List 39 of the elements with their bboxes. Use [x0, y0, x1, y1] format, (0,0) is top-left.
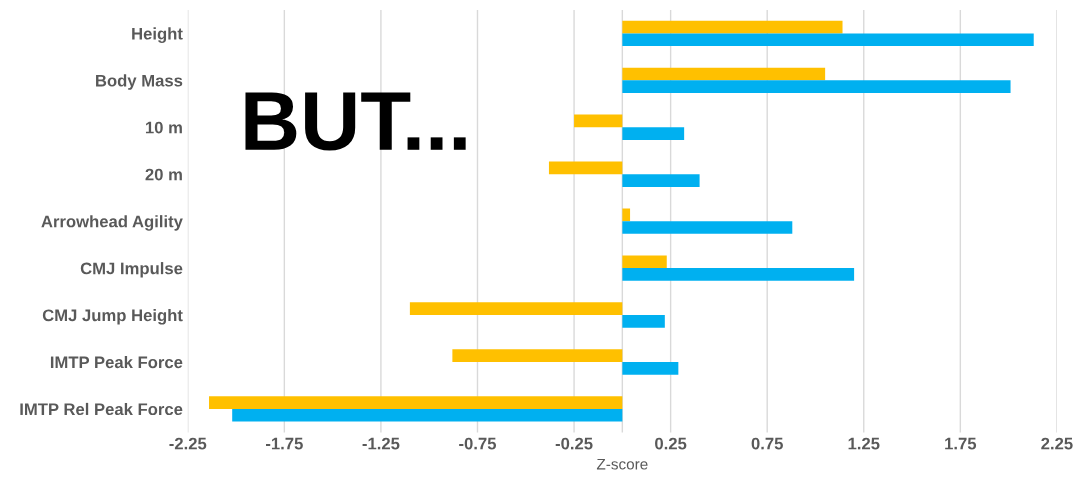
- y-tick-label: 20 m: [145, 168, 182, 181]
- bar: [622, 127, 685, 140]
- y-tick-label: CMJ Jump Height: [42, 309, 183, 325]
- y-tick-label: CMJ Impulse: [80, 262, 183, 278]
- x-tick-label: -2.25: [169, 437, 207, 450]
- x-tick-label: 0.25: [655, 437, 687, 450]
- bar: [622, 67, 826, 81]
- x-tick-label: 2.25: [1041, 437, 1073, 450]
- bar: [452, 349, 623, 362]
- x-axis-title: Z-score: [596, 458, 648, 470]
- bar: [622, 315, 665, 328]
- bar: [409, 302, 623, 316]
- y-tick-label: IMTP Rel Peak Force: [20, 402, 183, 416]
- x-tick-label: -0.25: [555, 437, 593, 450]
- y-tick-label: IMTP Peak Force: [50, 355, 183, 369]
- x-tick-label: -1.25: [362, 437, 400, 450]
- bar: [622, 208, 631, 222]
- x-tick-label: -1.75: [266, 437, 303, 450]
- bar: [548, 161, 623, 175]
- bar: [622, 33, 1034, 47]
- x-tick-label: -0.75: [459, 437, 497, 450]
- bar: [622, 361, 679, 375]
- bar: [622, 221, 793, 234]
- y-tick-label: Arrowhead Agility: [41, 215, 183, 231]
- x-tick-label: 1.25: [848, 437, 880, 450]
- x-tick-label: 1.75: [945, 437, 977, 450]
- bar: [574, 114, 623, 128]
- y-tick-label: 10 m: [145, 121, 182, 134]
- bar: [622, 174, 700, 187]
- bar: [622, 255, 667, 269]
- bar: [622, 80, 1011, 94]
- x-tick-label: 0.75: [751, 437, 783, 450]
- bar: [622, 20, 843, 34]
- annotation: BUT...: [245, 92, 466, 151]
- y-tick-label: Height: [132, 27, 183, 43]
- bar: [209, 396, 623, 409]
- bar: [232, 408, 623, 422]
- bar: [622, 268, 855, 281]
- y-tick-label: Body Mass: [96, 74, 183, 90]
